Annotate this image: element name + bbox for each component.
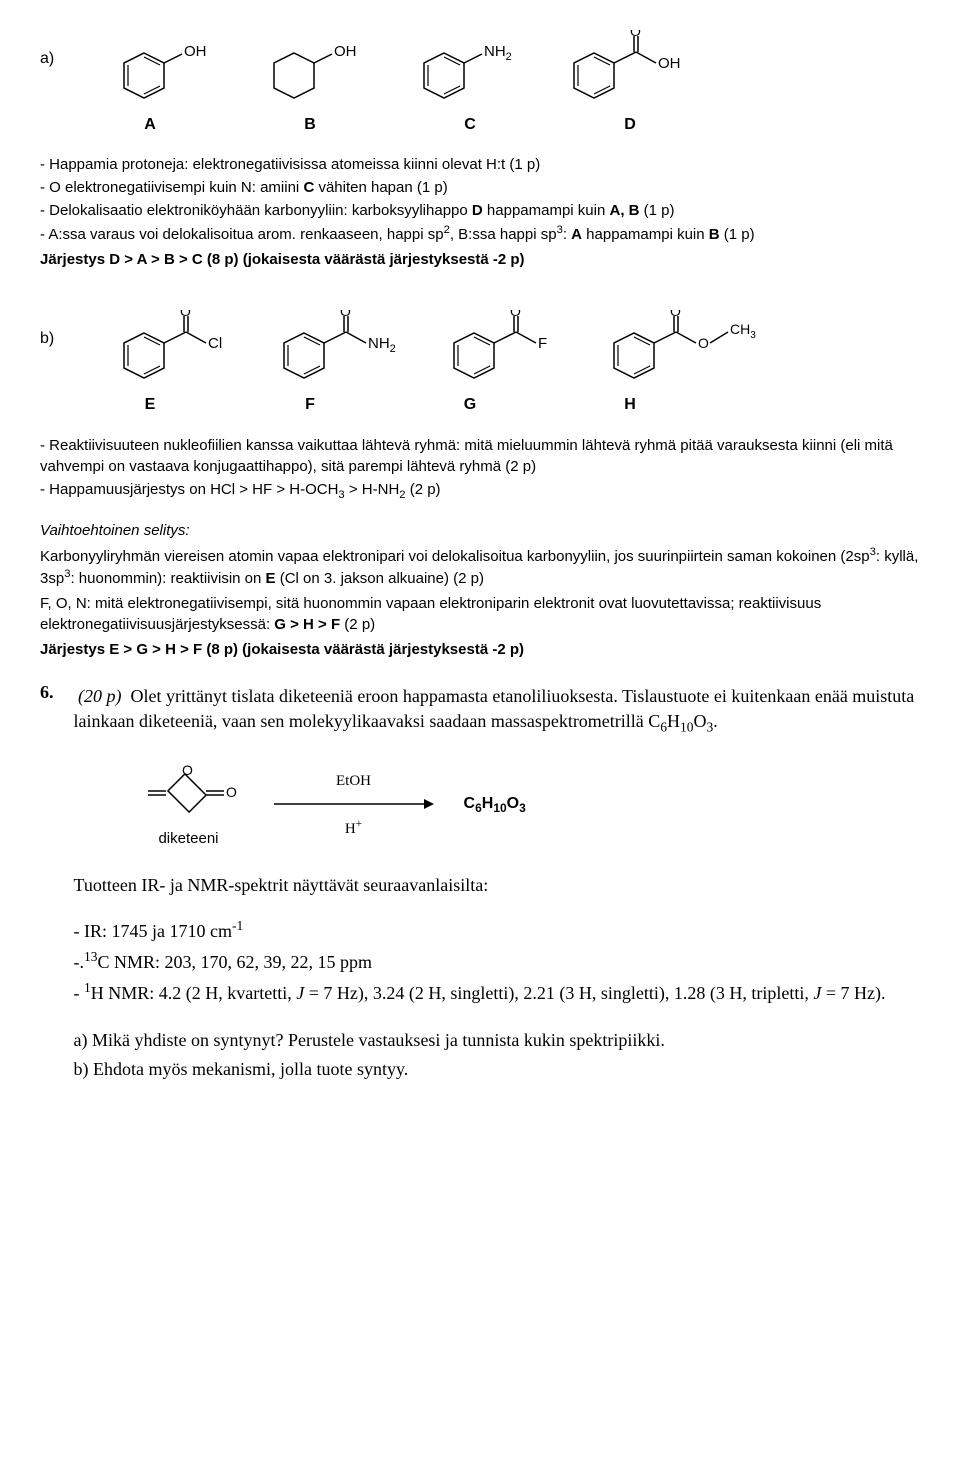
b-bullet-1: - Reaktiivisuuteen nukleofiilien kanssa … <box>40 435 920 477</box>
part-a-structures: a) OH OH NH2 <box>40 30 920 108</box>
benzoyl-fluoride-icon: O F <box>444 310 564 388</box>
arrow-icon <box>274 798 434 810</box>
svg-text:O: O <box>698 335 709 351</box>
benzamide-icon: O NH2 <box>274 310 404 388</box>
a-bullet-4: - A:ssa varaus voi delokalisoitua arom. … <box>40 223 920 245</box>
svg-text:O: O <box>510 310 521 319</box>
svg-text:O: O <box>180 310 191 319</box>
diketene-label: diketeeni <box>134 828 244 849</box>
a-order: Järjestys D > A > B > C (8 p) (jokaisest… <box>40 249 920 270</box>
methyl-benzoate-icon: O O CH3 <box>604 310 764 388</box>
phenol-icon: OH <box>114 38 224 108</box>
aniline-icon: NH2 <box>414 38 524 108</box>
q6-prompt: (20 p) Olet yrittänyt tislata diketeeniä… <box>74 684 921 738</box>
a-bullet-2: - O elektronegatiivisempi kuin N: amiini… <box>40 177 920 198</box>
structure-b: OH <box>264 38 374 108</box>
alt-title: Vaihtoehtoinen selitys: <box>40 520 920 541</box>
structure-g: O F <box>444 310 564 388</box>
part-a-label: a) <box>40 30 54 70</box>
svg-text:OH: OH <box>184 43 207 60</box>
b-bullet-2: - Happamuusjärjestys on HCl > HF > H-OCH… <box>40 479 920 504</box>
label-g: G <box>410 394 530 416</box>
svg-text:O: O <box>182 762 193 778</box>
part-b-structures: b) O Cl O NH2 <box>40 310 920 388</box>
label-a: A <box>90 114 210 136</box>
benzoic-acid-icon: O OH <box>564 30 704 108</box>
svg-text:Cl: Cl <box>208 335 222 352</box>
q6-subq-b: b) Ehdota myös mekanismi, jolla tuote sy… <box>74 1057 921 1082</box>
structure-d: O OH <box>564 30 704 108</box>
label-f: F <box>250 394 370 416</box>
structure-e: O Cl <box>114 310 234 388</box>
label-e: E <box>90 394 210 416</box>
a-bullet-3: - Delokalisaatio elektroniköyhään karbon… <box>40 200 920 221</box>
label-c: C <box>410 114 530 136</box>
svg-text:O: O <box>226 784 237 800</box>
structure-a: OH <box>114 38 224 108</box>
a-bullet-1: - Happamia protoneja: elektronegatiivisi… <box>40 154 920 175</box>
reagent-bot: H+ <box>274 817 434 840</box>
svg-text:OH: OH <box>658 55 681 72</box>
diketene-icon: O O <box>134 761 244 821</box>
svg-text:O: O <box>340 310 351 319</box>
label-d: D <box>570 114 690 136</box>
structure-c: NH2 <box>414 38 524 108</box>
svg-text:NH2: NH2 <box>368 335 396 355</box>
spectra-intro: Tuotteen IR- ja NMR-spektrit näyttävät s… <box>74 873 921 898</box>
cyclohexanol-icon: OH <box>264 38 374 108</box>
reagent-top: EtOH <box>274 771 434 792</box>
structure-h: O O CH3 <box>604 310 764 388</box>
spec-ir: - IR: 1745 ja 1710 cm-1 <box>74 917 921 944</box>
svg-text:O: O <box>670 310 681 319</box>
b-order: Järjestys E > G > H > F (8 p) (jokaisest… <box>40 639 920 660</box>
svg-text:OH: OH <box>334 43 357 60</box>
svg-text:NH2: NH2 <box>484 43 512 63</box>
alt-body-1: Karbonyyliryhmän viereisen atomin vapaa … <box>40 545 920 589</box>
reaction-scheme: O O diketeeni EtOH H+ C6H10O3 <box>134 761 921 849</box>
structure-f: O NH2 <box>274 310 404 388</box>
part-b-labels: E F G H <box>90 394 920 416</box>
svg-text:O: O <box>630 30 641 39</box>
svg-text:F: F <box>538 335 547 352</box>
label-h: H <box>570 394 690 416</box>
part-b-label: b) <box>40 310 54 350</box>
part-a-labels: A B C D <box>90 114 920 136</box>
svg-text:CH3: CH3 <box>730 321 756 341</box>
question-6: 6. (20 p) Olet yrittänyt tislata diketee… <box>40 680 920 1087</box>
label-b: B <box>250 114 370 136</box>
q6-number: 6. <box>40 680 54 1087</box>
benzoyl-chloride-icon: O Cl <box>114 310 234 388</box>
q6-subq-a: a) Mikä yhdiste on syntynyt? Perustele v… <box>74 1028 921 1053</box>
spec-h1: - 1H NMR: 4.2 (2 H, kvartetti, J = 7 Hz)… <box>74 979 921 1006</box>
spec-c13: -.13C NMR: 203, 170, 62, 39, 22, 15 ppm <box>74 948 921 975</box>
alt-body-2: F, O, N: mitä elektronegatiivisempi, sit… <box>40 593 920 635</box>
product-formula: C6H10O3 <box>464 793 526 817</box>
